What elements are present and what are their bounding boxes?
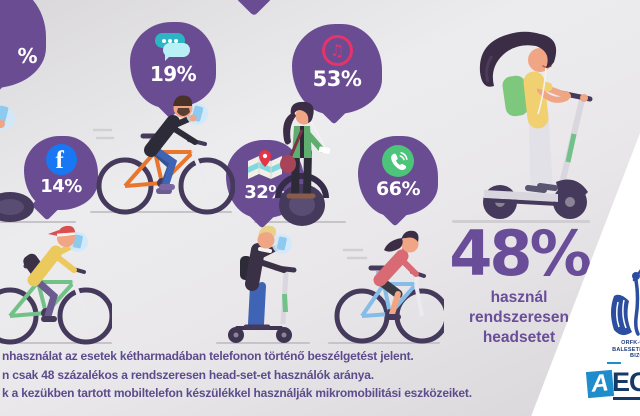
ground-line (328, 342, 440, 344)
ground-line (0, 342, 112, 344)
marker-music-label: 53% (312, 67, 362, 91)
music-note-icon: ♫ (321, 35, 353, 66)
marker-cutoff: % (0, 0, 46, 88)
aegon-logo-square: A (585, 369, 615, 399)
marker-chat: 19% (130, 22, 216, 108)
illustration-partial-rider (0, 105, 34, 222)
marker-call: 66% (358, 136, 438, 216)
ground-line (90, 211, 232, 213)
headline-percent: 48% (449, 217, 591, 290)
orfk-text-line2: BALESETM (612, 346, 640, 353)
aegon-logo-underline (613, 397, 640, 400)
marker-chat-label: 19% (149, 62, 197, 86)
illustration-cyclist-orange-bike (93, 95, 235, 215)
headline-line2: rendszeresen (469, 309, 569, 326)
footer-line-2: n csak 48 százalékos a rendszeresen head… (2, 367, 374, 382)
footer-text: nhasználat az esetek kétharmadában telef… (2, 347, 472, 403)
illustration-scooter-rider-man (228, 225, 297, 343)
orfk-text-line1: ORFK-O (621, 340, 640, 346)
marker-cutoff-label: % (17, 44, 37, 68)
footer-line-1: nhasználat az esetek kétharmadában telef… (2, 349, 414, 363)
footer-line-3: k a kezükben tartott mobiltelefon készül… (2, 386, 472, 400)
orfk-text-line3: BIZO (630, 353, 640, 359)
marker-tail-top (235, 0, 273, 17)
ground-line (0, 221, 76, 223)
illustration-cyclist-blue-bike (334, 230, 444, 344)
phone-call-icon (382, 145, 414, 177)
headline-line3: headsetet (482, 329, 556, 346)
facebook-icon: f (45, 144, 77, 175)
headline-line1: használ (490, 289, 548, 306)
map-pin-icon (248, 150, 282, 179)
marker-call-label: 66% (376, 178, 420, 200)
orfk-logo-text: ORFK-O BALESETM BIZO (596, 340, 640, 360)
aegon-logo-letter-a: A (590, 369, 610, 398)
aegon-logo-letters: EG (612, 367, 640, 397)
headline-block: 48% használ rendszeresen headsetet (448, 217, 591, 348)
illustration-scooter-rider-woman-large (479, 31, 593, 219)
orfk-obb-logo (611, 269, 640, 336)
ground-line (216, 342, 310, 344)
ground-shadow (452, 220, 590, 223)
chat-bubbles-icon (153, 33, 193, 61)
illustration-monowheel-rider (275, 101, 331, 226)
marker-music: ♫ 53% (292, 24, 382, 114)
illustration-cyclist-green-bike (0, 225, 112, 345)
marker-facebook: f 14% (24, 136, 98, 210)
aegon-logo-dash (607, 362, 621, 364)
marker-facebook-label: 14% (40, 176, 82, 197)
